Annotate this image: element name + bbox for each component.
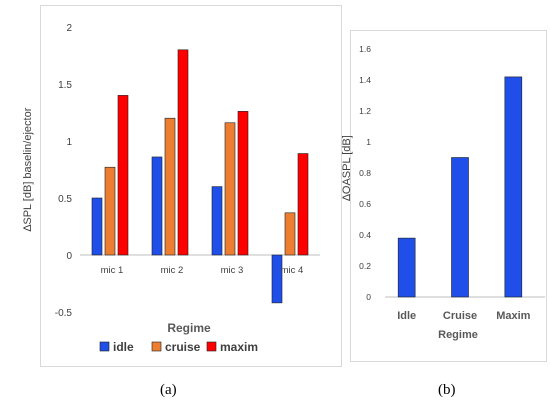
chart-a-ytick-label: 0	[66, 251, 72, 262]
chart-a-xtick-label: mic 4	[281, 265, 304, 276]
chart-b-bar	[504, 76, 523, 298]
chart-a-bar-maxim	[177, 49, 189, 256]
chart-a-ytick-label: 0.5	[58, 194, 72, 205]
chart-b-xtick-label: Maxim	[496, 310, 530, 322]
chart-b-ytick-label: 0.4	[359, 230, 371, 240]
chart-b-ytick-label: 0.8	[359, 168, 371, 178]
chart-a-legend-swatch-maxim	[206, 341, 217, 352]
chart-a-ytick-label: 1.5	[58, 80, 72, 91]
chart-a-xtick-label: mic 2	[161, 265, 184, 276]
chart-a-bar-cruise	[104, 166, 116, 256]
chart-a-bar-maxim	[297, 153, 309, 256]
chart-a-legend-label: maxim	[220, 340, 258, 354]
chart-b-ytick-label: 1.4	[359, 75, 371, 85]
chart-b-xtick-label: Idle	[397, 310, 416, 322]
chart-a-legend-label: cruise	[165, 340, 201, 354]
chart-b-bar	[397, 237, 416, 298]
chart-b-ytick-label: 1.2	[359, 106, 371, 116]
chart-b-ytick-label: 0.2	[359, 261, 371, 271]
chart-a-bar-idle	[211, 186, 223, 256]
chart-b-ytick-label: 1.6	[359, 44, 371, 54]
chart-a-bar-maxim	[237, 111, 249, 256]
chart-b-ytick-label: 0	[366, 292, 371, 302]
chart-a-bar-idle	[151, 156, 163, 256]
chart-b-ylabel: ∆OASPL [dB]	[341, 135, 353, 201]
chart-a-bar-idle	[271, 254, 283, 304]
chart-a-ytick-label: 2	[66, 23, 72, 34]
caption-a: (a)	[160, 382, 177, 398]
chart-a-frame	[40, 5, 342, 367]
chart-a-xtick-label: mic 1	[101, 265, 124, 276]
chart-a-bar-cruise	[224, 122, 236, 256]
chart-a-xlabel: Regime	[167, 321, 211, 335]
chart-a-bar-cruise	[284, 212, 296, 256]
chart-a-legend-label: idle	[113, 340, 134, 354]
chart-a-bar-cruise	[164, 117, 176, 256]
chart-a-ytick-label: 1	[66, 137, 72, 148]
chart-a-xtick-label: mic 3	[221, 265, 244, 276]
chart-a-ytick-label: -0.5	[55, 308, 73, 319]
chart-b-bar	[451, 157, 469, 298]
chart-b-ytick-label: 1	[366, 137, 371, 147]
chart-a-legend-swatch-cruise	[151, 341, 162, 352]
chart-a-legend-swatch-idle	[99, 341, 110, 352]
chart-a-bar-maxim	[117, 95, 129, 256]
chart-a-bar-idle	[91, 197, 103, 256]
chart-b-xlabel: Regime	[438, 329, 478, 341]
caption-b: (b)	[438, 382, 456, 398]
chart-a-ylabel: ∆SPL [dB] baselin/ejector	[22, 107, 34, 231]
chart-b-ytick-label: 0.6	[359, 199, 371, 209]
chart-b-xtick-label: Cruise	[443, 310, 477, 322]
